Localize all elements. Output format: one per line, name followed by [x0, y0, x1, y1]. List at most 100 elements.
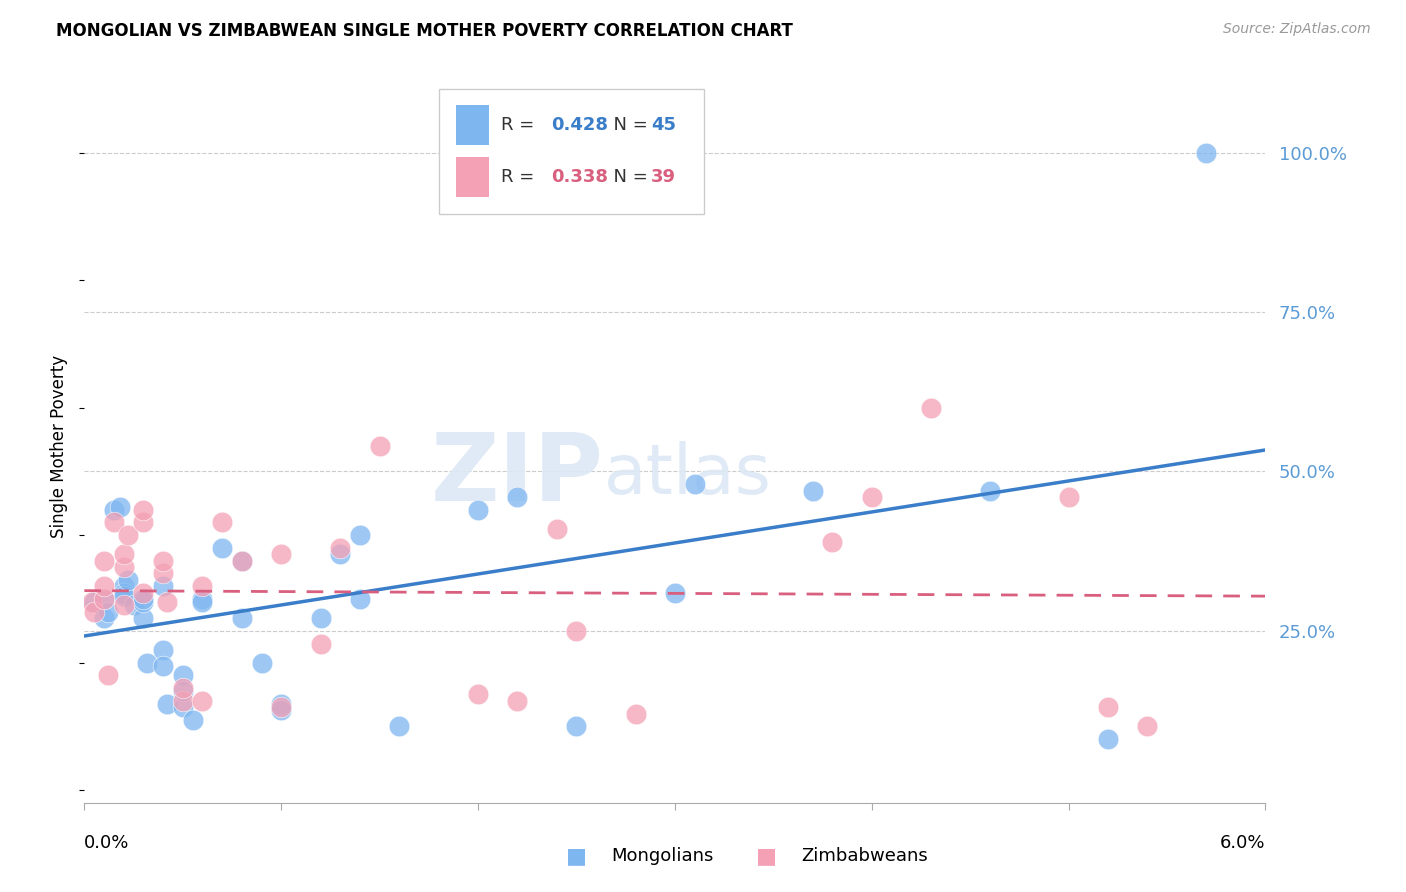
- Text: Zimbabweans: Zimbabweans: [801, 847, 928, 865]
- Text: N =: N =: [602, 168, 654, 186]
- Bar: [457, 157, 489, 196]
- Point: [664, 585, 686, 599]
- Point: [156, 697, 179, 711]
- Point: [132, 611, 155, 625]
- Point: [250, 656, 273, 670]
- Point: [117, 573, 139, 587]
- Point: [565, 624, 588, 638]
- Text: 45: 45: [651, 116, 676, 134]
- Point: [191, 591, 214, 606]
- Text: 0.428: 0.428: [551, 116, 607, 134]
- Point: [112, 547, 135, 561]
- Point: [172, 684, 194, 698]
- Point: [132, 585, 155, 599]
- Point: [122, 599, 145, 613]
- Point: [349, 528, 371, 542]
- Point: [112, 579, 135, 593]
- Point: [93, 579, 115, 593]
- Point: [103, 502, 125, 516]
- Point: [172, 681, 194, 695]
- Point: [388, 719, 411, 733]
- Point: [860, 490, 883, 504]
- Text: Mongolians: Mongolians: [612, 847, 714, 865]
- Point: [211, 516, 233, 530]
- Point: [93, 554, 115, 568]
- Point: [152, 643, 174, 657]
- Point: [368, 439, 391, 453]
- Point: [624, 706, 647, 721]
- Point: [211, 541, 233, 555]
- Point: [103, 516, 125, 530]
- Point: [112, 560, 135, 574]
- Point: [270, 703, 292, 717]
- Point: [117, 528, 139, 542]
- Text: ■: ■: [756, 847, 776, 866]
- Point: [83, 595, 105, 609]
- Point: [132, 591, 155, 606]
- Y-axis label: Single Mother Poverty: Single Mother Poverty: [51, 354, 69, 538]
- Text: 6.0%: 6.0%: [1220, 834, 1265, 852]
- Point: [1097, 732, 1119, 747]
- Point: [1057, 490, 1080, 504]
- Point: [1136, 719, 1159, 733]
- Point: [231, 554, 253, 568]
- Text: 0.0%: 0.0%: [84, 834, 129, 852]
- Point: [1195, 145, 1218, 160]
- Text: 39: 39: [651, 168, 676, 186]
- Point: [979, 483, 1001, 498]
- Point: [97, 668, 120, 682]
- Point: [467, 502, 489, 516]
- Point: [270, 547, 292, 561]
- Point: [97, 605, 120, 619]
- Text: ■: ■: [567, 847, 586, 866]
- Point: [108, 500, 131, 514]
- Point: [181, 713, 204, 727]
- Point: [172, 668, 194, 682]
- Text: R =: R =: [502, 116, 540, 134]
- Point: [93, 611, 115, 625]
- Point: [93, 591, 115, 606]
- FancyBboxPatch shape: [439, 89, 704, 214]
- Point: [821, 534, 844, 549]
- Text: atlas: atlas: [605, 441, 772, 508]
- Point: [920, 401, 942, 415]
- Point: [349, 591, 371, 606]
- Point: [565, 719, 588, 733]
- Point: [467, 688, 489, 702]
- Point: [329, 547, 352, 561]
- Point: [1097, 700, 1119, 714]
- Point: [270, 700, 292, 714]
- Text: R =: R =: [502, 168, 540, 186]
- Point: [82, 595, 104, 609]
- Point: [506, 694, 529, 708]
- Text: Source: ZipAtlas.com: Source: ZipAtlas.com: [1223, 22, 1371, 37]
- Point: [191, 595, 214, 609]
- Point: [546, 522, 568, 536]
- Point: [506, 490, 529, 504]
- Text: MONGOLIAN VS ZIMBABWEAN SINGLE MOTHER POVERTY CORRELATION CHART: MONGOLIAN VS ZIMBABWEAN SINGLE MOTHER PO…: [56, 22, 793, 40]
- Point: [93, 591, 115, 606]
- Point: [231, 611, 253, 625]
- Point: [191, 579, 214, 593]
- Point: [801, 483, 824, 498]
- Point: [683, 477, 706, 491]
- Text: ZIP: ZIP: [432, 428, 605, 521]
- Point: [112, 589, 135, 603]
- Point: [329, 541, 352, 555]
- Point: [112, 599, 135, 613]
- Point: [152, 658, 174, 673]
- Point: [152, 554, 174, 568]
- Text: N =: N =: [602, 116, 654, 134]
- Text: 0.338: 0.338: [551, 168, 607, 186]
- Point: [270, 697, 292, 711]
- Point: [112, 585, 135, 599]
- Point: [132, 502, 155, 516]
- Point: [172, 700, 194, 714]
- Point: [132, 595, 155, 609]
- Point: [83, 605, 105, 619]
- Point: [191, 694, 214, 708]
- Point: [309, 636, 332, 650]
- Point: [172, 694, 194, 708]
- Point: [132, 516, 155, 530]
- Point: [309, 611, 332, 625]
